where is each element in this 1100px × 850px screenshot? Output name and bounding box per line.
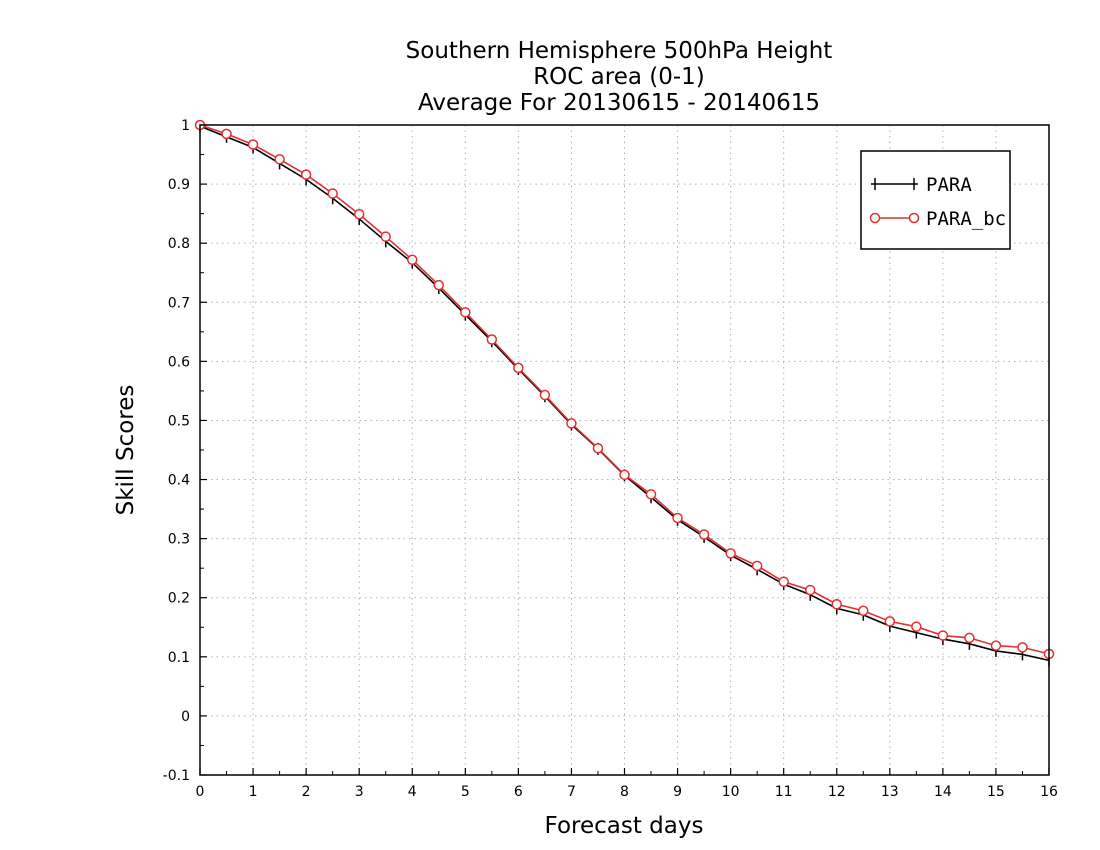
y-tick-label: 0.7 (168, 295, 190, 311)
data-point-para-bc (804, 584, 816, 596)
legend: PARA PARA_bc (860, 150, 1011, 250)
data-point-para-bc (831, 598, 842, 610)
x-tick-label: 1 (249, 784, 258, 800)
y-tick-label: 0.6 (168, 354, 190, 370)
y-tick-label: 0.8 (168, 236, 190, 252)
legend-label-para: PARA (926, 174, 972, 196)
x-axis-label: Forecast days (545, 813, 704, 839)
data-point-para-bc (353, 208, 365, 220)
x-tick-labels: 0 1 2 3 4 5 6 7 8 9 10 11 12 13 14 15 16 (196, 784, 1058, 800)
legend-label-para-bc: PARA_bc (926, 208, 1006, 230)
data-point-para-bc (964, 632, 975, 644)
y-tick-label: 0.3 (168, 532, 190, 548)
y-axis-label: Skill Scores (113, 385, 139, 516)
series (194, 119, 1055, 667)
legend-marker-para-bc (869, 212, 881, 224)
data-point-para-bc (884, 616, 896, 627)
x-tick-label: 3 (355, 784, 364, 800)
x-tick-label: 15 (987, 784, 1005, 800)
legend-box (860, 150, 1011, 250)
y-tick-label: 0.1 (168, 650, 190, 666)
data-point-para-bc (247, 139, 259, 150)
x-tick-label: 6 (514, 784, 523, 800)
data-point-para-bc (937, 630, 949, 641)
title-line-3: Average For 20130615 - 20140615 (418, 90, 820, 116)
data-point-para-bc (300, 169, 312, 180)
data-point-para-bc (592, 442, 604, 454)
x-tick-label: 2 (302, 784, 311, 800)
x-tick-label: 9 (673, 784, 682, 800)
data-point-para-bc (778, 576, 789, 588)
x-tick-label: 4 (408, 784, 417, 800)
data-point-para-bc (221, 128, 232, 140)
data-point-para-bc (513, 362, 524, 374)
x-tick-label: 8 (620, 784, 629, 800)
title-line-2: ROC area (0-1) (533, 64, 705, 90)
data-point-para-bc (566, 418, 577, 429)
plot-frame (199, 124, 1050, 776)
series-para-bc (194, 119, 1055, 660)
y-tick-label: -0.1 (163, 768, 190, 784)
x-tick-label: 13 (881, 784, 899, 800)
y-tick-label: 0.9 (168, 177, 190, 193)
data-point-para-bc (725, 548, 736, 559)
x-tick-label: 16 (1040, 784, 1058, 800)
x-tick-label: 14 (934, 784, 952, 800)
data-point-para-bc (274, 154, 285, 165)
data-point-para-bc (486, 334, 498, 345)
data-point-para-bc (698, 529, 710, 540)
y-tick-label: 0 (181, 709, 190, 725)
data-point-para-bc (539, 389, 551, 401)
data-point-para-bc (327, 188, 338, 199)
data-point-para-bc (407, 254, 418, 265)
data-point-para-bc (433, 279, 445, 291)
x-tick-label: 12 (828, 784, 846, 800)
data-point-para-bc (672, 512, 683, 524)
x-tick-label: 10 (722, 784, 740, 800)
x-tick-label: 7 (567, 784, 576, 800)
legend-item-para: PARA (871, 174, 972, 196)
data-point-para-bc (380, 231, 391, 242)
chart-title: Southern Hemisphere 500hPa Height ROC ar… (406, 38, 833, 116)
data-point-para-bc (619, 469, 630, 481)
x-tick-label: 11 (775, 784, 793, 800)
data-point-para-bc (751, 560, 763, 572)
data-point-para-bc (911, 621, 922, 632)
x-tick-label: 5 (461, 784, 470, 800)
data-point-para-bc (645, 489, 657, 500)
y-tick-label: 0.4 (168, 473, 190, 489)
y-tick-label: 0.2 (168, 591, 190, 607)
legend-item-para-bc: PARA_bc (869, 208, 1006, 230)
data-point-para-bc (990, 640, 1002, 651)
y-tick-labels: -0.1 0 0.1 0.2 0.3 0.4 0.5 0.6 0.7 0.8 0.9 1 (163, 118, 190, 784)
title-line-1: Southern Hemisphere 500hPa Height (406, 38, 833, 64)
data-point-para-bc (460, 307, 471, 318)
x-tick-label: 0 (196, 784, 205, 800)
y-tick-label: 0.5 (168, 413, 190, 429)
data-point-para-bc (1017, 642, 1028, 653)
data-point-para-bc (858, 605, 869, 616)
y-tick-label: 1 (181, 118, 190, 134)
legend-marker-para-bc (908, 212, 920, 224)
